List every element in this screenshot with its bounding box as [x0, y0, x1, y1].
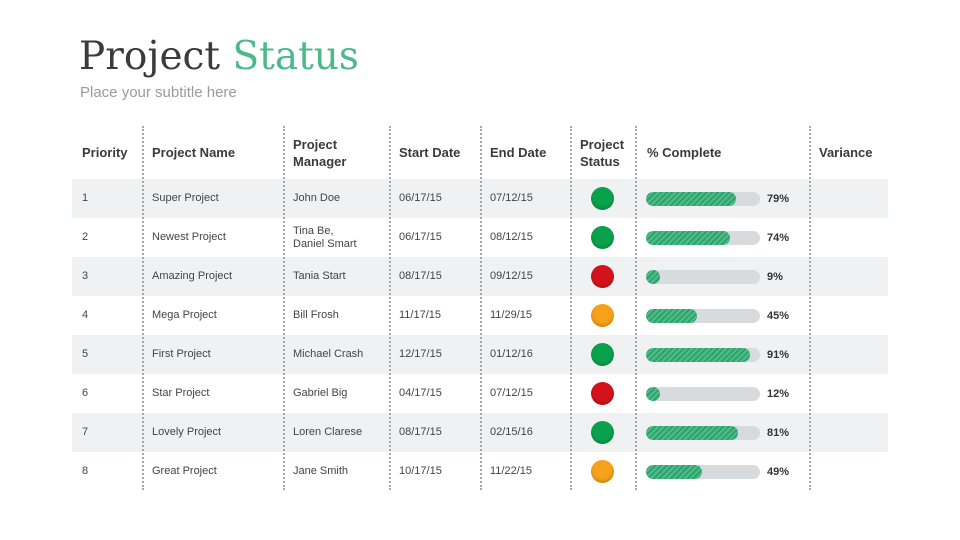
percent-complete-label: 74%	[767, 231, 790, 244]
table-row: 4 Mega Project Bill Frosh 11/17/15 11/29/15 4…	[72, 296, 888, 335]
table-row: 2 Newest Project Tina Be, Daniel Smart 06/1…	[72, 218, 888, 257]
header-project-name: Project Name	[152, 145, 236, 160]
status-indicator-green	[591, 226, 614, 249]
project-manager-cell: Gabriel Big	[293, 387, 348, 399]
percent-complete-label: 12%	[767, 387, 790, 400]
column-divider	[570, 126, 572, 490]
progress-bar-fill	[646, 387, 660, 401]
project-name-cell: Mega Project	[152, 309, 217, 321]
project-manager-cell: Tania Start	[293, 270, 346, 282]
status-indicator-orange	[591, 460, 614, 483]
status-indicator-green	[591, 421, 614, 444]
priority-cell: 6	[82, 387, 89, 399]
start-date-cell: 08/17/15	[399, 426, 442, 438]
priority-cell: 7	[82, 426, 89, 438]
header-project-status: Project Status	[580, 136, 625, 169]
progress-bar-fill	[646, 465, 702, 479]
progress-bar-fill	[646, 426, 739, 440]
page-title: Project Status	[79, 34, 359, 80]
project-manager-cell: Jane Smith	[293, 465, 349, 477]
percent-complete-label: 81%	[767, 426, 790, 439]
status-indicator-orange	[591, 304, 614, 327]
end-date-cell: 11/29/15	[490, 309, 533, 321]
column-divider	[389, 126, 391, 490]
percent-complete-label: 9%	[767, 270, 783, 283]
start-date-cell: 08/17/15	[399, 270, 442, 282]
header-variance: Variance	[819, 145, 873, 160]
end-date-cell: 08/12/15	[490, 231, 533, 243]
project-name-cell: Amazing Project	[152, 270, 233, 282]
project-name-cell: First Project	[152, 348, 211, 360]
header-start-date: Start Date	[399, 145, 461, 160]
progress-bar	[646, 426, 760, 440]
header-percent-complete: % Complete	[647, 145, 722, 160]
project-name-cell: Lovely Project	[152, 426, 222, 438]
project-name-cell: Newest Project	[152, 231, 226, 243]
priority-cell: 8	[82, 465, 89, 477]
status-indicator-green	[591, 187, 614, 210]
percent-complete-label: 79%	[767, 192, 790, 205]
priority-cell: 4	[82, 309, 89, 321]
header-priority: Priority	[82, 145, 128, 160]
status-indicator-green	[591, 343, 614, 366]
end-date-cell: 01/12/16	[490, 348, 533, 360]
priority-cell: 2	[82, 231, 89, 243]
progress-bar	[646, 231, 760, 245]
progress-bar-fill	[646, 309, 698, 323]
start-date-cell: 12/17/15	[399, 348, 442, 360]
progress-bar	[646, 192, 760, 206]
project-name-cell: Great Project	[152, 465, 217, 477]
project-name-cell: Star Project	[152, 387, 210, 399]
project-name-cell: Super Project	[152, 192, 219, 204]
percent-complete-label: 45%	[767, 309, 790, 322]
column-divider	[809, 126, 811, 490]
project-manager-cell: Michael Crash	[293, 348, 364, 360]
priority-cell: 3	[82, 270, 89, 282]
end-date-cell: 07/12/15	[490, 387, 533, 399]
percent-complete-label: 49%	[767, 465, 790, 478]
project-manager-cell: Bill Frosh	[293, 309, 339, 321]
status-indicator-red	[591, 382, 614, 405]
end-date-cell: 11/22/15	[490, 465, 533, 477]
project-status-table: Priority Project Name Project Manager Start…	[72, 126, 888, 490]
project-manager-cell: Tina Be, Daniel Smart	[293, 224, 357, 250]
end-date-cell: 02/15/16	[490, 426, 533, 438]
project-manager-cell: Loren Clarese	[293, 426, 363, 438]
priority-cell: 5	[82, 348, 89, 360]
table-header-row: Priority Project Name Project Manager Start…	[72, 126, 888, 179]
start-date-cell: 06/17/15	[399, 231, 442, 243]
progress-bar	[646, 387, 760, 401]
header-end-date: End Date	[490, 145, 547, 160]
project-manager-cell: John Doe	[293, 192, 341, 204]
progress-bar-fill	[646, 270, 660, 284]
start-date-cell: 04/17/15	[399, 387, 442, 399]
table-row: 6 Star Project Gabriel Big 04/17/15 07/12/15…	[72, 374, 888, 413]
progress-bar	[646, 270, 760, 284]
title-accent: Status	[232, 34, 359, 79]
title-main: Project	[79, 34, 221, 79]
progress-bar	[646, 348, 760, 362]
column-divider	[283, 126, 285, 490]
end-date-cell: 07/12/15	[490, 192, 533, 204]
status-indicator-red	[591, 265, 614, 288]
start-date-cell: 06/17/15	[399, 192, 442, 204]
page-subtitle: Place your subtitle here	[80, 84, 237, 101]
table-row: 8 Great Project Jane Smith 10/17/15 11/22/15…	[72, 452, 888, 491]
progress-bar	[646, 465, 760, 479]
priority-cell: 1	[82, 192, 89, 204]
progress-bar	[646, 309, 760, 323]
start-date-cell: 10/17/15	[399, 465, 442, 477]
percent-complete-label: 91%	[767, 348, 790, 361]
progress-bar-fill	[646, 231, 731, 245]
end-date-cell: 09/12/15	[490, 270, 533, 282]
start-date-cell: 11/17/15	[399, 309, 442, 321]
progress-bar-fill	[646, 192, 737, 206]
column-divider	[142, 126, 144, 490]
column-divider	[635, 126, 637, 490]
column-divider	[480, 126, 482, 490]
progress-bar-fill	[646, 348, 750, 362]
header-project-manager: Project Manager	[293, 136, 347, 169]
